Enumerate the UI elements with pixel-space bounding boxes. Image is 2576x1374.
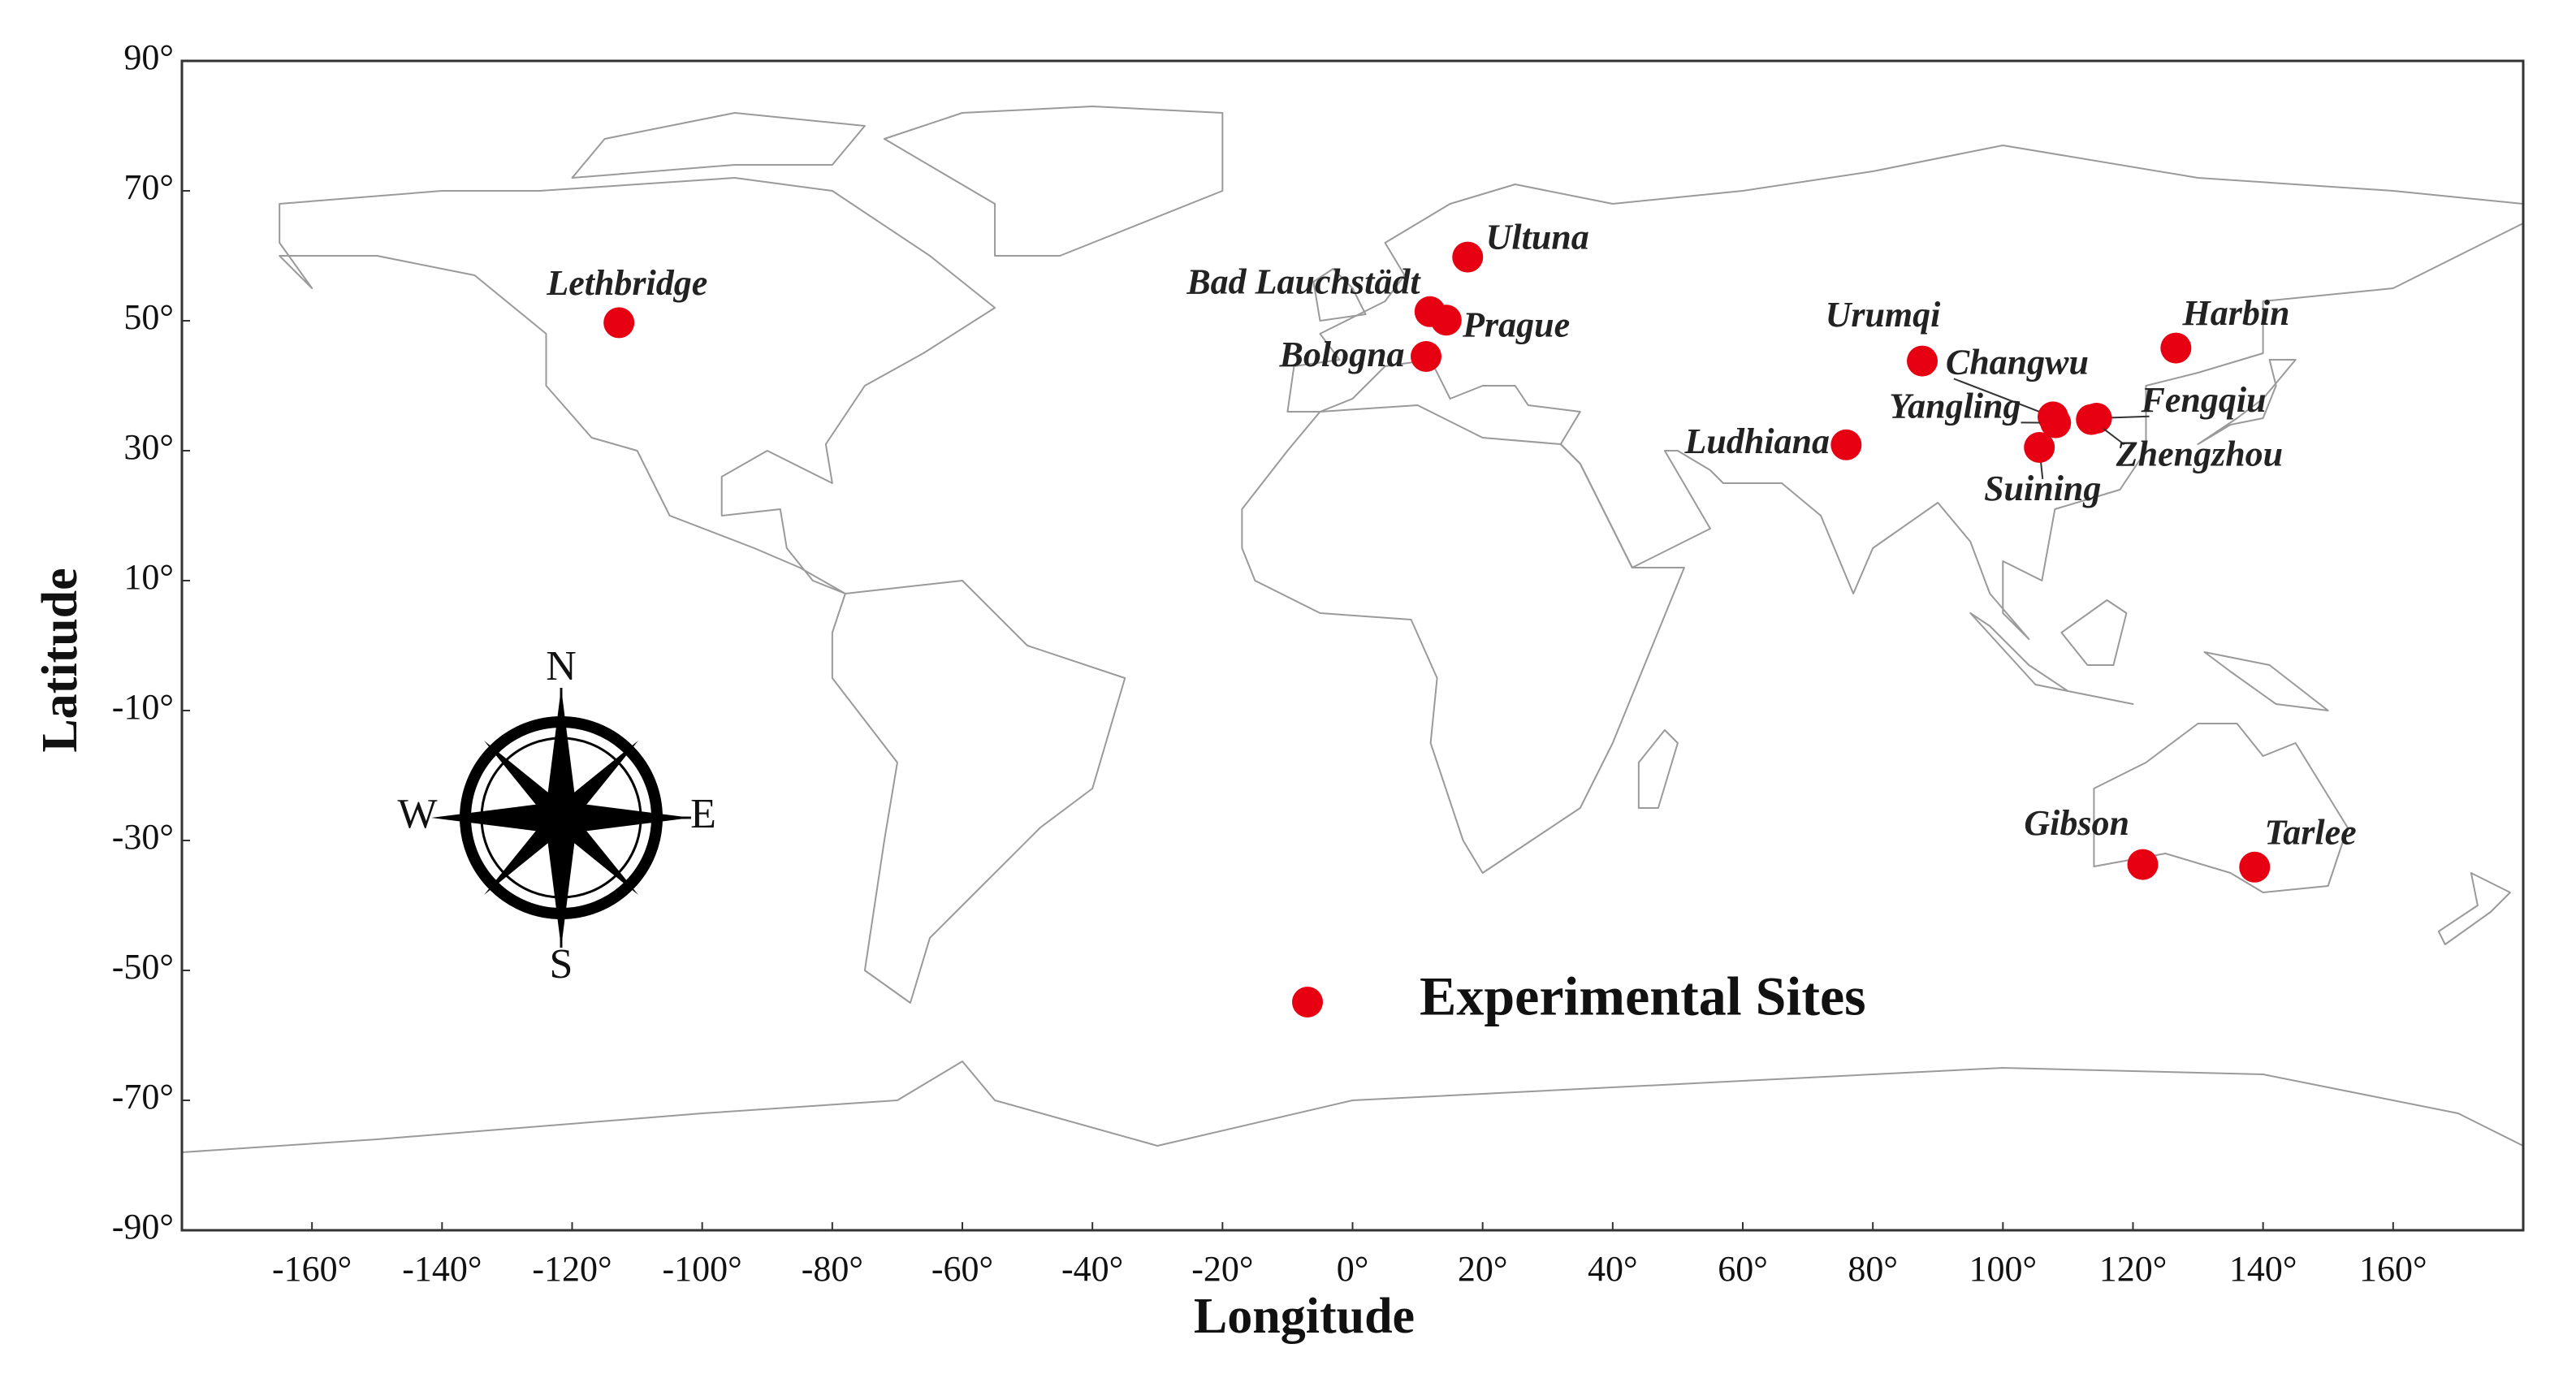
y-tick-label: 30°	[123, 427, 174, 467]
new-zealand	[2439, 873, 2510, 944]
indonesia	[1970, 613, 2133, 704]
site-label: Tarlee	[2264, 812, 2356, 852]
y-tick-label: 70°	[123, 167, 174, 207]
x-tick-label: 20°	[1458, 1249, 1508, 1289]
y-axis-title: Latitude	[32, 568, 88, 752]
x-tick-label: 60°	[1718, 1249, 1768, 1289]
leader-line	[1953, 378, 2054, 418]
site-label: Fengqiu	[2141, 380, 2267, 420]
x-tick-label: 0°	[1337, 1249, 1369, 1289]
plot-frame	[180, 59, 2525, 1232]
madagascar	[1639, 730, 1678, 808]
site-label: Harbin	[2181, 293, 2289, 333]
africa	[1242, 405, 1684, 873]
site-point	[1907, 345, 1938, 377]
arctic-islands	[573, 113, 865, 178]
y-tick-label: -50°	[112, 947, 174, 987]
new-guinea	[2205, 652, 2328, 711]
x-tick-label: -80°	[802, 1249, 863, 1289]
x-tick-label: -100°	[663, 1249, 742, 1289]
site-point	[1452, 241, 1484, 273]
y-tick-label: 50°	[123, 297, 174, 337]
site-label: Changwu	[1946, 342, 2089, 382]
legend-label: Experimental Sites	[1420, 966, 1866, 1027]
y-tick-label: -70°	[112, 1077, 174, 1117]
site-point	[2076, 404, 2107, 435]
site-label: Lethbridge	[546, 263, 707, 303]
y-tick-label: -10°	[112, 687, 174, 727]
x-tick-label: -20°	[1191, 1249, 1253, 1289]
site-point	[2160, 332, 2192, 364]
site-label: Yangling	[1889, 386, 2021, 426]
site-label: Urumqi	[1826, 295, 1942, 335]
site-point	[2127, 849, 2159, 880]
compass	[431, 688, 691, 948]
japan	[2198, 360, 2296, 444]
x-tick-label: -60°	[931, 1249, 993, 1289]
y-tick-label: 10°	[123, 557, 174, 597]
greenland	[884, 106, 1222, 256]
compass-label: E	[690, 791, 716, 837]
x-axis-title: Longitude	[1194, 1289, 1415, 1344]
australia	[2094, 724, 2347, 892]
north-america	[279, 178, 995, 594]
site-point	[2239, 851, 2271, 883]
x-tick-label: 160°	[2359, 1249, 2427, 1289]
y-tick-label: 90°	[123, 37, 174, 77]
y-tick-label: -30°	[112, 817, 174, 857]
compass-label: N	[546, 643, 577, 689]
site-point	[603, 307, 635, 339]
site-label: Zhengzhou	[2116, 434, 2283, 473]
site-label: Ultuna	[1486, 217, 1589, 257]
compass-star-light	[560, 688, 691, 948]
site-label: Suining	[1984, 469, 2101, 508]
x-tick-label: -140°	[402, 1249, 482, 1289]
site-label: Ludhiana	[1683, 421, 1830, 461]
y-tick-label: -90°	[112, 1207, 174, 1247]
x-tick-label: 100°	[1969, 1249, 2038, 1289]
site-label: Prague	[1462, 305, 1570, 344]
site-point	[2024, 432, 2055, 463]
compass-label: S	[550, 941, 573, 987]
x-tick-label: 40°	[1588, 1249, 1638, 1289]
site-label: Gibson	[2024, 803, 2129, 843]
eurasia	[1287, 145, 2523, 639]
compass-label: W	[397, 791, 437, 837]
site-label: Bad Lauchstädt	[1186, 261, 1421, 301]
legend-marker	[1292, 987, 1323, 1018]
site-label: Bologna	[1279, 335, 1405, 374]
south-america	[832, 581, 1125, 1003]
site-point	[1830, 429, 1862, 460]
britain	[1313, 269, 1365, 321]
site-point	[1430, 305, 1462, 336]
basemap	[182, 106, 2523, 1152]
site-point	[1410, 341, 1441, 372]
borneo	[2061, 600, 2126, 665]
x-tick-label: 80°	[1848, 1249, 1898, 1289]
x-tick-label: 140°	[2229, 1249, 2297, 1289]
site-point	[2040, 407, 2072, 439]
x-tick-label: -120°	[532, 1249, 612, 1289]
compass-diag	[484, 741, 638, 895]
antarctica	[182, 1061, 2523, 1152]
x-tick-label: -160°	[272, 1249, 352, 1289]
x-tick-label: -40°	[1061, 1249, 1123, 1289]
x-tick-label: 120°	[2099, 1249, 2168, 1289]
